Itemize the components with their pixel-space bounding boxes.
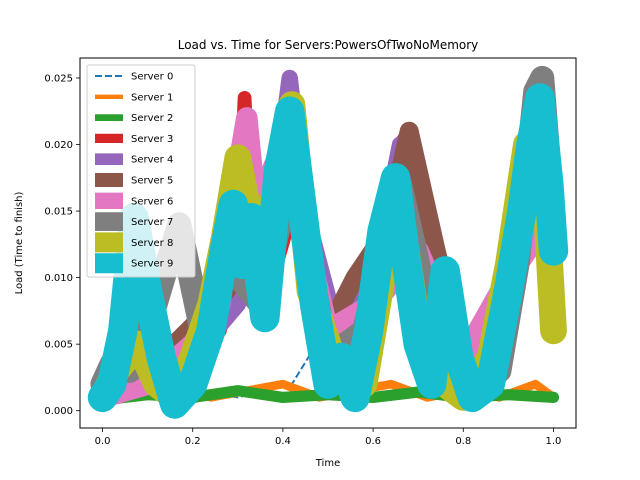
x-axis: 0.0 0.2 0.4 0.6 0.8 1.0 (95, 428, 562, 447)
y-tick-label: 0.000 (44, 406, 73, 417)
legend: Server 0 Server 1 Server 2 Server 3 Server 4… (86, 64, 196, 278)
x-tick-label: 0.6 (365, 436, 381, 447)
legend-label-4: Server 4 (131, 155, 173, 166)
legend-label-9: Server 9 (131, 259, 173, 270)
x-tick-label: 1.0 (546, 436, 562, 447)
plot-area-frame (79, 57, 577, 429)
y-axis: 0.000 0.005 0.010 0.015 0.020 0.025 (44, 73, 80, 417)
x-tick-label: 0.2 (185, 436, 201, 447)
y-tick-label: 0.010 (44, 273, 73, 284)
legend-label-1: Server 1 (131, 92, 173, 103)
legend-label-7: Server 7 (131, 217, 173, 228)
series-line-9 (87, 83, 569, 419)
y-tick-label: 0.025 (44, 73, 73, 84)
chart-title: Load vs. Time for Servers:PowersOfTwoNoM… (178, 38, 479, 52)
legend-label-0: Server 0 (131, 72, 173, 83)
legend-label-8: Server 8 (131, 238, 173, 249)
legend-label-6: Server 6 (131, 196, 173, 207)
y-tick-label: 0.005 (44, 340, 73, 351)
x-tick-label: 0.4 (275, 436, 291, 447)
legend-label-5: Server 5 (131, 176, 173, 187)
legend-label-3: Server 3 (131, 134, 173, 145)
x-axis-title: Time (315, 458, 340, 469)
x-tick-label: 0.8 (455, 436, 471, 447)
y-tick-label: 0.015 (44, 207, 73, 218)
y-tick-label: 0.020 (44, 140, 73, 151)
x-tick-label: 0.0 (95, 436, 111, 447)
y-axis-title: Load (Time to finish) (14, 192, 25, 295)
series-layer (87, 65, 569, 419)
legend-label-2: Server 2 (131, 113, 173, 124)
